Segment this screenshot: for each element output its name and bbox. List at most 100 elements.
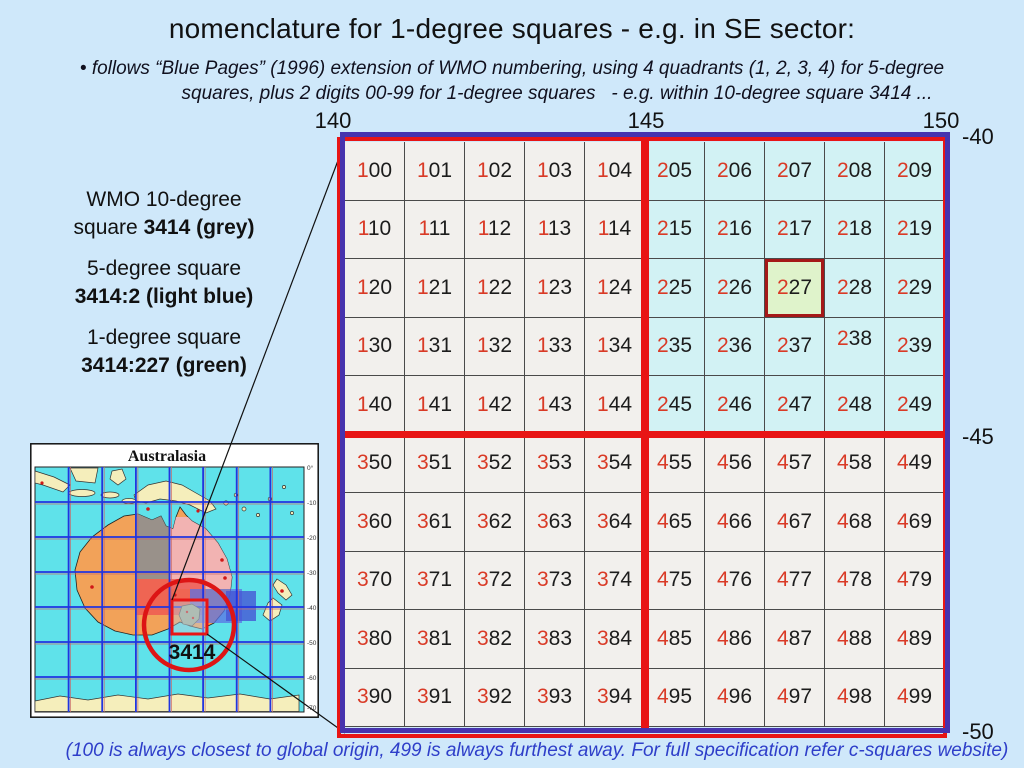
svg-text:0°: 0° bbox=[307, 464, 314, 472]
legend-item-5-degree: 5-degree square 3414:2 (light blue) bbox=[28, 255, 300, 311]
grid-cell-487: 487 bbox=[765, 610, 825, 669]
grid-cell-239: 239 bbox=[885, 317, 945, 376]
grid-cell-245: 245 bbox=[645, 376, 705, 435]
grid-cell-134: 134 bbox=[585, 317, 645, 376]
x-tick-145: 145 bbox=[627, 108, 665, 133]
grid-cell-208: 208 bbox=[825, 142, 885, 201]
grid-cell-458: 458 bbox=[825, 434, 885, 493]
grid-cell-143: 143 bbox=[525, 376, 585, 435]
grid-cell-131: 131 bbox=[405, 317, 465, 376]
svg-text:-60: -60 bbox=[307, 675, 317, 682]
grid-cell-237: 237 bbox=[765, 317, 825, 376]
grid-cell-479: 479 bbox=[885, 551, 945, 610]
grid-cell-495: 495 bbox=[645, 668, 705, 727]
grid-cell-351: 351 bbox=[405, 434, 465, 493]
grid-cell-207: 207 bbox=[765, 142, 825, 201]
grid-cell-112: 112 bbox=[465, 200, 525, 259]
legend-item-10-degree: WMO 10-degree square 3414 (grey) bbox=[28, 186, 300, 242]
grid-cell-467: 467 bbox=[765, 493, 825, 552]
degree-grid: 100 101 102 103 104 205 206 207 208 209 110 111 112 1… bbox=[345, 142, 945, 727]
grid-cell-373: 373 bbox=[525, 551, 585, 610]
grid-cell-102: 102 bbox=[465, 142, 525, 201]
grid-cell-362: 362 bbox=[465, 493, 525, 552]
grid-cell-235: 235 bbox=[645, 317, 705, 376]
grid-cell-476: 476 bbox=[705, 551, 765, 610]
grid-cell-360: 360 bbox=[345, 493, 405, 552]
grid-cell-498: 498 bbox=[825, 668, 885, 727]
legend: WMO 10-degree square 3414 (grey) 5-degre… bbox=[28, 186, 300, 393]
grid-cell-371: 371 bbox=[405, 551, 465, 610]
grid-cell-394: 394 bbox=[585, 668, 645, 727]
grid-cell-133: 133 bbox=[525, 317, 585, 376]
y-tick-minus45: -45 bbox=[962, 424, 994, 449]
grid-cell-122: 122 bbox=[465, 259, 525, 318]
grid-cell-238: 238 bbox=[825, 317, 885, 376]
svg-text:-40: -40 bbox=[307, 605, 317, 612]
grid-cell-456: 456 bbox=[705, 434, 765, 493]
legend-line: square 3414 (grey) bbox=[73, 216, 255, 239]
svg-text:-50: -50 bbox=[307, 640, 317, 647]
x-tick-140: 140 bbox=[314, 108, 352, 133]
grid-cell-468: 468 bbox=[825, 493, 885, 552]
grid-cell-353: 353 bbox=[525, 434, 585, 493]
grid-cell-478: 478 bbox=[825, 551, 885, 610]
svg-text:-70: -70 bbox=[307, 705, 317, 712]
grid-cell-361: 361 bbox=[405, 493, 465, 552]
grid-cell-124: 124 bbox=[585, 259, 645, 318]
grid-cell-354: 354 bbox=[585, 434, 645, 493]
grid-cell-465: 465 bbox=[645, 493, 705, 552]
legend-line: 5-degree square bbox=[86, 257, 242, 280]
x-tick-150: 150 bbox=[922, 108, 960, 133]
grid-cell-485: 485 bbox=[645, 610, 705, 669]
grid-cell-352: 352 bbox=[465, 434, 525, 493]
grid-cell-225: 225 bbox=[645, 259, 705, 318]
grid-cell-364: 364 bbox=[585, 493, 645, 552]
y-tick-minus50: -50 bbox=[962, 719, 994, 744]
grid-cell-350: 350 bbox=[345, 434, 405, 493]
grid-cell-209: 209 bbox=[885, 142, 945, 201]
grid-cell-455: 455 bbox=[645, 434, 705, 493]
map-square-label: 3414 bbox=[169, 641, 216, 664]
tasmania-landmass bbox=[178, 603, 201, 627]
map-title: Australasia bbox=[128, 448, 206, 465]
grid-cell-120: 120 bbox=[345, 259, 405, 318]
grid-cell-121: 121 bbox=[405, 259, 465, 318]
grid-cell-249: 249 bbox=[885, 376, 945, 435]
grid-cell-383: 383 bbox=[525, 610, 585, 669]
grid-cell-475: 475 bbox=[645, 551, 705, 610]
grid-cell-104: 104 bbox=[585, 142, 645, 201]
grid-cell-103: 103 bbox=[525, 142, 585, 201]
grid-cell-217: 217 bbox=[765, 200, 825, 259]
grid-cell-218: 218 bbox=[825, 200, 885, 259]
bullet-text-line2: squares, plus 2 digits 00-99 for 1-degre… bbox=[181, 83, 933, 104]
legend-line: 1-degree square bbox=[86, 326, 242, 349]
grid-cell-248: 248 bbox=[825, 376, 885, 435]
grid-center-vertical-divider bbox=[641, 141, 649, 730]
footer-note: (100 is always closest to global origin,… bbox=[65, 740, 1009, 761]
svg-text:-20: -20 bbox=[307, 535, 317, 542]
legend-line: 3414:2 (light blue) bbox=[74, 285, 254, 308]
grid-cell-486: 486 bbox=[705, 610, 765, 669]
grid-cell-110: 110 bbox=[345, 200, 405, 259]
grid-cell-477: 477 bbox=[765, 551, 825, 610]
svg-text:-10: -10 bbox=[307, 500, 317, 507]
grid-cell-219: 219 bbox=[885, 200, 945, 259]
grid-cell-111: 111 bbox=[405, 200, 465, 259]
grid-cell-457: 457 bbox=[765, 434, 825, 493]
grid-cell-216: 216 bbox=[705, 200, 765, 259]
grid-cell-497: 497 bbox=[765, 668, 825, 727]
grid-cell-363: 363 bbox=[525, 493, 585, 552]
australasia-map: Australasia bbox=[30, 443, 319, 718]
grid-cell-144: 144 bbox=[585, 376, 645, 435]
map-area bbox=[34, 466, 305, 713]
grid-cell-113: 113 bbox=[525, 200, 585, 259]
wmo-square-outline bbox=[170, 598, 209, 636]
grid-cell-380: 380 bbox=[345, 610, 405, 669]
grid-cell-370: 370 bbox=[345, 551, 405, 610]
grid-cell-101: 101 bbox=[405, 142, 465, 201]
bullet-text-line1: • follows “Blue Pages” (1996) extension … bbox=[79, 58, 945, 79]
grid-cell-391: 391 bbox=[405, 668, 465, 727]
grid-cell-393: 393 bbox=[525, 668, 585, 727]
grid-cell-226: 226 bbox=[705, 259, 765, 318]
page-title: nomenclature for 1-degree squares - e.g.… bbox=[168, 13, 856, 44]
